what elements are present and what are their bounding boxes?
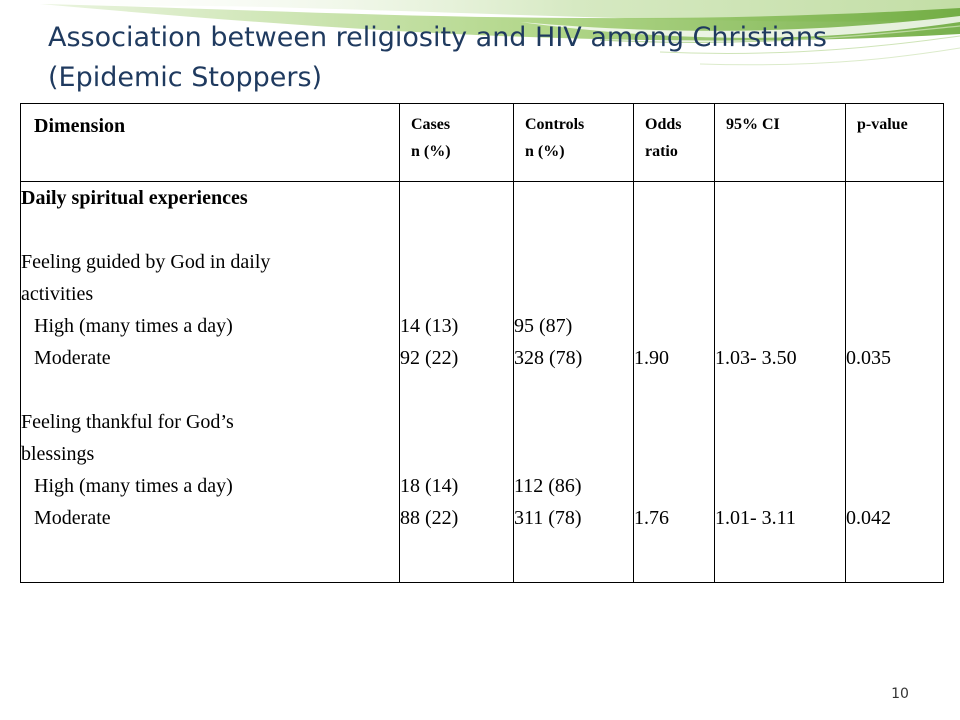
controls-cell: 95 (87) 328 (78) 112 (86) 311 (78) [513,181,634,583]
header-cases-line2: n (%) [411,143,451,160]
page-number: 10 [891,686,909,702]
item1-moderate-label: Moderate [34,347,111,369]
results-table: Dimension Cases n (%) Controls n (%) Odd… [20,103,944,583]
item2-label-line1: Feeling thankful for God’s [21,411,234,433]
item1-label-line2: activities [21,283,94,305]
item1-controls-moderate: 328 (78) [514,347,583,369]
item1-label-line1: Feeling guided by God in daily [21,251,271,273]
item2-controls-moderate: 311 (78) [514,507,582,529]
data-row: Daily spiritual experiences Feeling guid… [20,181,944,583]
item2-odds-ratio: 1.76 [634,507,669,529]
header-row: Dimension Cases n (%) Controls n (%) Odd… [20,103,944,182]
header-controls-line1: Controls [525,116,585,133]
item2-moderate-label: Moderate [34,507,111,529]
slide-title: Association between religiosity and HIV … [48,22,827,93]
odds-cell: 1.90 1.76 [633,181,715,583]
header-odds-line1: Odds [645,116,682,133]
p-value-cell: 0.035 0.042 [845,181,944,583]
dimension-cell: Daily spiritual experiences Feeling guid… [20,181,400,583]
item1-ci: 1.03- 3.50 [715,347,797,369]
section-title: Daily spiritual experiences [21,187,248,209]
item2-p-value: 0.042 [846,507,891,529]
item2-label-line2: blessings [21,443,95,465]
item2-high-label: High (many times a day) [34,475,233,497]
header-p-value: p-value [845,103,944,182]
item2-cases-high: 18 (14) [400,475,459,497]
header-odds-line2: ratio [645,143,678,160]
header-ci: 95% CI [714,103,846,182]
item1-cases-high: 14 (13) [400,315,459,337]
item1-odds-ratio: 1.90 [634,347,669,369]
item1-cases-moderate: 92 (22) [400,347,459,369]
item2-controls-high: 112 (86) [514,475,582,497]
decorative-swoosh [0,0,960,66]
header-controls: Controls n (%) [513,103,634,182]
header-cases-line1: Cases [411,116,451,133]
item2-cases-moderate: 88 (22) [400,507,459,529]
header-odds: Odds ratio [633,103,715,182]
item1-high-label: High (many times a day) [34,315,233,337]
item1-p-value: 0.035 [846,347,891,369]
ci-cell: 1.03- 3.50 1.01- 3.11 [714,181,846,583]
cases-cell: 14 (13) 92 (22) 18 (14) 88 (22) [399,181,514,583]
header-cases: Cases n (%) [399,103,514,182]
item1-controls-high: 95 (87) [514,315,573,337]
header-controls-line2: n (%) [525,143,565,160]
header-dimension: Dimension [20,103,400,182]
item2-ci: 1.01- 3.11 [715,507,796,529]
